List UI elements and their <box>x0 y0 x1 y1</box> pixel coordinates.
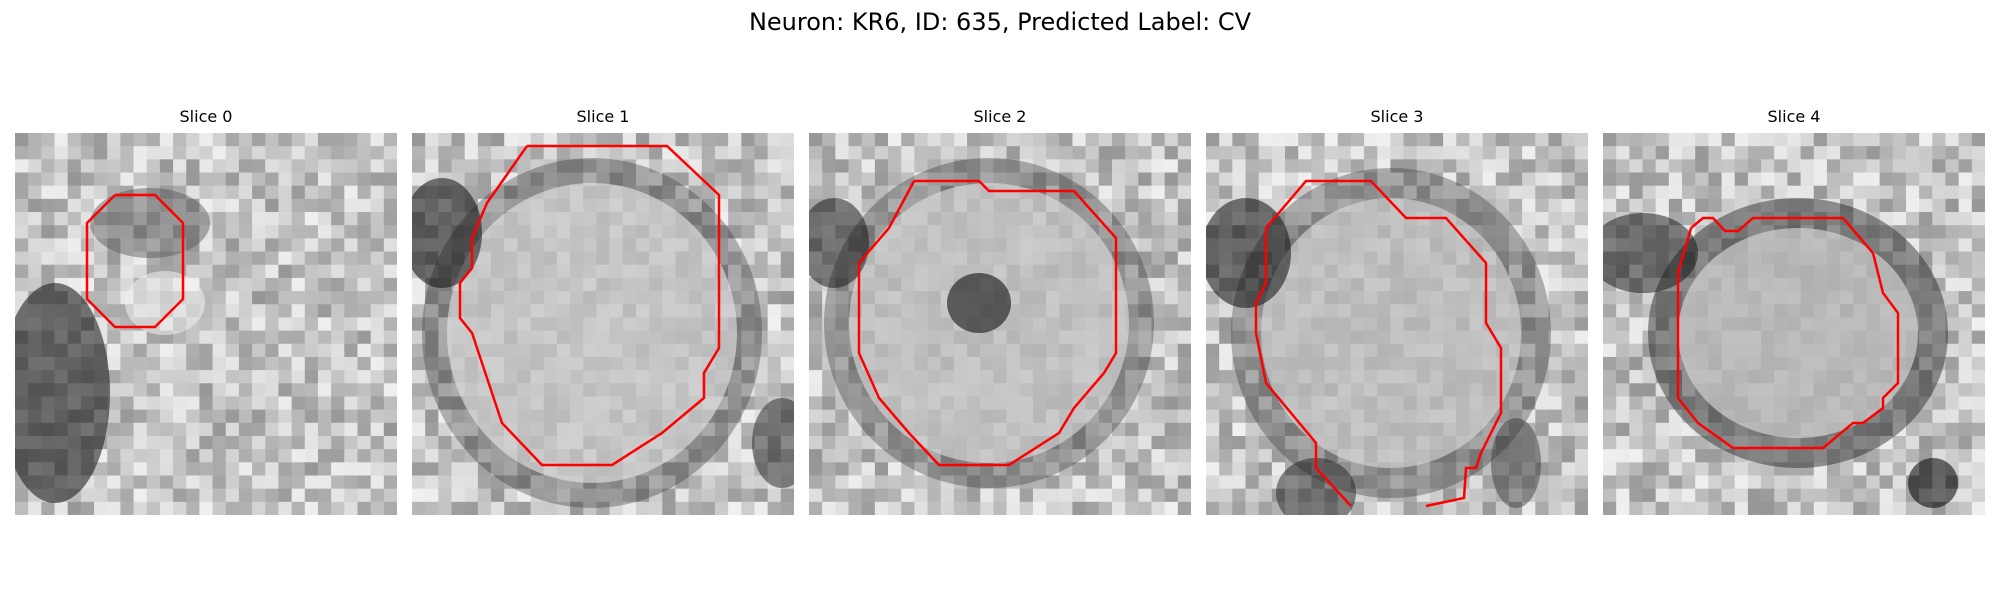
contour-line-2 <box>857 179 1118 467</box>
blob-4 <box>1603 198 1958 508</box>
slice-title-1: Slice 1 <box>576 107 630 126</box>
slice-image-1 <box>412 133 794 515</box>
slice-title-4: Slice 4 <box>1767 107 1821 126</box>
blob-2 <box>809 158 1154 488</box>
slice-title-2: Slice 2 <box>973 107 1027 126</box>
slice-image-2 <box>809 133 1191 515</box>
blob-0 <box>15 188 210 503</box>
contour-line-4 <box>1676 216 1900 450</box>
contour-line-0 <box>85 193 185 329</box>
figure-title: Neuron: KR6, ID: 635, Predicted Label: C… <box>748 8 1252 36</box>
slice-image-4 <box>1603 133 1985 515</box>
slice-title-0: Slice 0 <box>179 107 233 126</box>
blob-3 <box>1206 168 1551 515</box>
contour-line-1 <box>458 144 721 467</box>
slice-image-3 <box>1206 133 1588 515</box>
slice-title-3: Slice 3 <box>1370 107 1424 126</box>
slice-image-0 <box>15 133 397 515</box>
contour-line-3a <box>1254 179 1503 508</box>
